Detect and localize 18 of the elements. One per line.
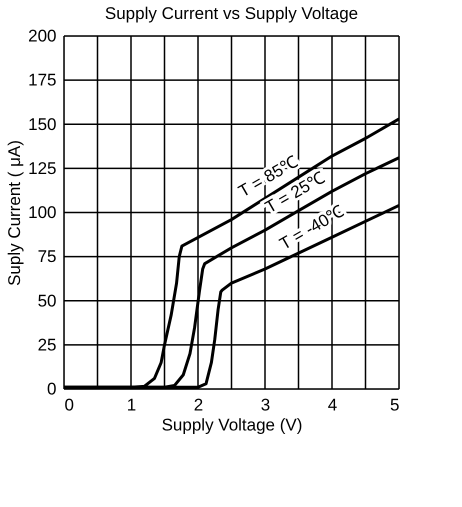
y-tick-label: 0 xyxy=(47,380,56,398)
y-axis-title: Suply Current ( μA) xyxy=(5,140,24,286)
y-tick-label: 75 xyxy=(38,247,56,266)
x-tick-label: 5 xyxy=(390,396,400,414)
y-tick-label: 125 xyxy=(28,158,56,178)
y-tick-label: 50 xyxy=(38,291,56,310)
y-tick-label: 150 xyxy=(28,114,56,134)
x-axis-title: Supply Voltage (V) xyxy=(162,416,302,434)
y-tick-label: 175 xyxy=(28,70,56,90)
x-tick-label: 0 xyxy=(64,396,74,414)
x-tick-label: 3 xyxy=(260,396,270,414)
y-tick-label: 100 xyxy=(28,203,56,222)
y-tick-label: 25 xyxy=(38,335,56,354)
x-tick-label: 1 xyxy=(126,396,136,414)
x-tick-label: 4 xyxy=(328,396,338,414)
chart-title: Supply Current vs Supply Voltage xyxy=(104,4,358,23)
x-tick-label: 2 xyxy=(194,396,204,414)
y-tick-label: 200 xyxy=(28,26,56,46)
